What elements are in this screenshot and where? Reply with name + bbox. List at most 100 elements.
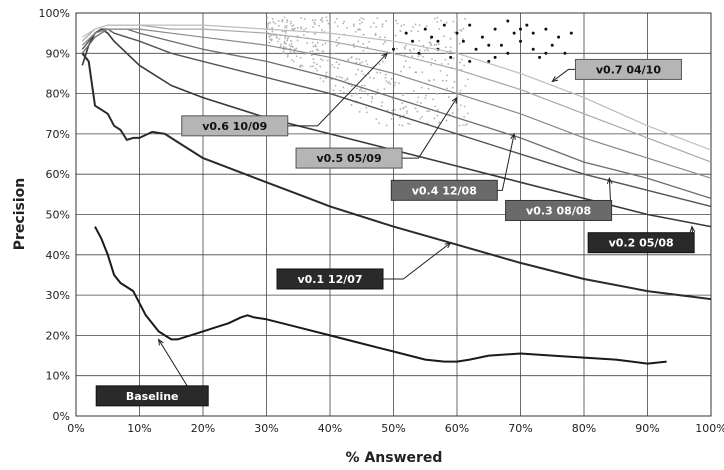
scatter-point — [384, 73, 387, 76]
scatter-point — [392, 115, 395, 118]
scatter-point — [411, 55, 414, 58]
scatter-point — [446, 74, 449, 77]
scatter-point — [326, 19, 329, 22]
scatter-point — [405, 105, 408, 108]
scatter-point — [277, 20, 280, 22]
scatter-point — [293, 51, 296, 54]
scatter-point — [296, 27, 299, 29]
scatter-point — [411, 39, 415, 43]
scatter-point — [324, 42, 327, 45]
x-tick-label: 0% — [67, 422, 84, 435]
scatter-point — [328, 21, 331, 24]
scatter-point — [362, 43, 365, 45]
scatter-point — [432, 98, 435, 101]
scatter-point — [335, 75, 338, 78]
scatter-point — [531, 31, 535, 35]
scatter-point — [408, 66, 411, 69]
scatter-point — [464, 124, 467, 127]
scatter-point — [290, 58, 293, 61]
scatter-point — [459, 29, 462, 32]
scatter-point — [538, 55, 542, 59]
scatter-point — [353, 46, 356, 48]
scatter-point — [286, 21, 288, 23]
scatter-point — [480, 35, 484, 39]
scatter-point — [381, 101, 384, 104]
scatter-point — [512, 31, 516, 35]
scatter-point — [406, 110, 408, 113]
scatter-point — [456, 108, 459, 111]
scatter-point — [375, 26, 378, 29]
scatter-point — [300, 27, 303, 30]
scatter-point — [390, 77, 393, 80]
scatter-point — [389, 83, 392, 85]
label-leader — [287, 52, 388, 127]
scatter-point — [342, 91, 345, 94]
scatter-point — [434, 59, 437, 62]
scatter-point — [365, 60, 368, 62]
y-tick-label: 60% — [46, 168, 70, 181]
scatter-point — [329, 29, 331, 32]
scatter-point — [336, 92, 339, 95]
scatter-point — [321, 20, 324, 23]
scatter-point — [268, 35, 271, 38]
scatter-point — [357, 40, 360, 43]
scatter-point — [445, 52, 447, 55]
label-arrowhead — [606, 176, 613, 185]
scatter-point — [361, 90, 364, 93]
scatter-point — [451, 86, 454, 89]
scatter-point — [421, 115, 424, 118]
scatter-point — [449, 49, 452, 52]
series-lines — [81, 24, 712, 365]
scatter-point — [431, 58, 433, 60]
series-label-v04: v0.4 12/08 — [412, 184, 477, 197]
series-labels: Baseline v0.1 12/07 v0.2 05/08 v0.3 08/08 v0… — [95, 52, 696, 407]
scatter-point — [360, 88, 362, 90]
scatter-point — [316, 69, 319, 72]
scatter-point — [430, 63, 432, 66]
scatter-point — [362, 33, 365, 36]
scatter-point — [286, 38, 289, 40]
scatter-point — [268, 21, 271, 24]
scatter-point — [446, 51, 449, 54]
scatter-point — [362, 73, 365, 76]
scatter-point — [382, 60, 384, 63]
scatter-point — [379, 71, 382, 74]
scatter-point — [312, 65, 314, 68]
scatter-point — [452, 57, 455, 60]
scatter-point — [455, 31, 459, 35]
scatter-point — [299, 66, 302, 68]
scatter-point — [359, 22, 361, 25]
scatter-point — [286, 19, 289, 22]
scatter-point — [303, 18, 306, 20]
scatter-point — [313, 61, 316, 64]
scatter-point — [376, 71, 379, 74]
scatter-point — [386, 109, 389, 112]
scatter-point — [352, 43, 355, 46]
scatter-point — [337, 67, 339, 70]
scatter-point — [399, 29, 402, 32]
scatter-point — [409, 51, 412, 54]
scatter-point — [464, 17, 466, 20]
x-tick-label: 10% — [127, 422, 151, 435]
scatter-point — [374, 93, 377, 96]
scatter-point — [378, 122, 381, 125]
scatter-point — [314, 33, 317, 35]
scatter-point — [309, 50, 312, 53]
y-tick-label: 70% — [46, 128, 70, 141]
scatter-point — [433, 117, 436, 120]
scatter-point — [327, 22, 330, 25]
label-leader — [402, 97, 458, 159]
scatter-point — [335, 44, 338, 47]
x-tick-label: 40% — [318, 422, 342, 435]
scatter-point — [453, 81, 456, 83]
scatter-point — [291, 25, 293, 27]
y-tick-label: 100% — [39, 7, 70, 20]
scatter-point — [341, 76, 343, 79]
scatter-point — [355, 92, 358, 95]
scatter-point — [420, 102, 422, 105]
scatter-point — [416, 101, 419, 104]
scatter-point — [460, 29, 463, 32]
scatter-point — [452, 20, 455, 23]
label-arrowhead — [444, 241, 452, 249]
scatter-point — [282, 52, 285, 54]
